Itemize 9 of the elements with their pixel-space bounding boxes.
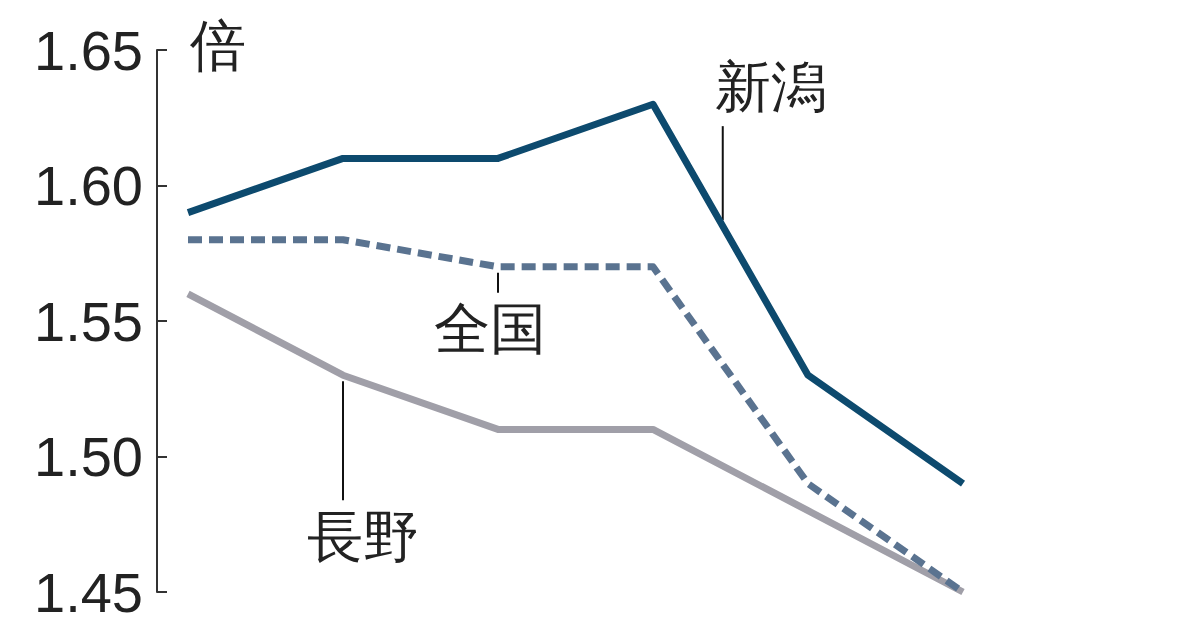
y-tick-label: 1.60 — [34, 154, 143, 217]
y-tick-label: 1.45 — [34, 560, 143, 624]
series-label: 全国 — [434, 296, 546, 362]
y-tick-label: 1.55 — [34, 289, 143, 353]
series-label: 長野 — [307, 503, 419, 569]
y-tick-label: 1.65 — [34, 18, 143, 82]
y-axis-title: 倍 — [190, 12, 246, 78]
series-label: 新潟 — [714, 53, 827, 119]
y-tick-label: 1.50 — [34, 425, 143, 488]
